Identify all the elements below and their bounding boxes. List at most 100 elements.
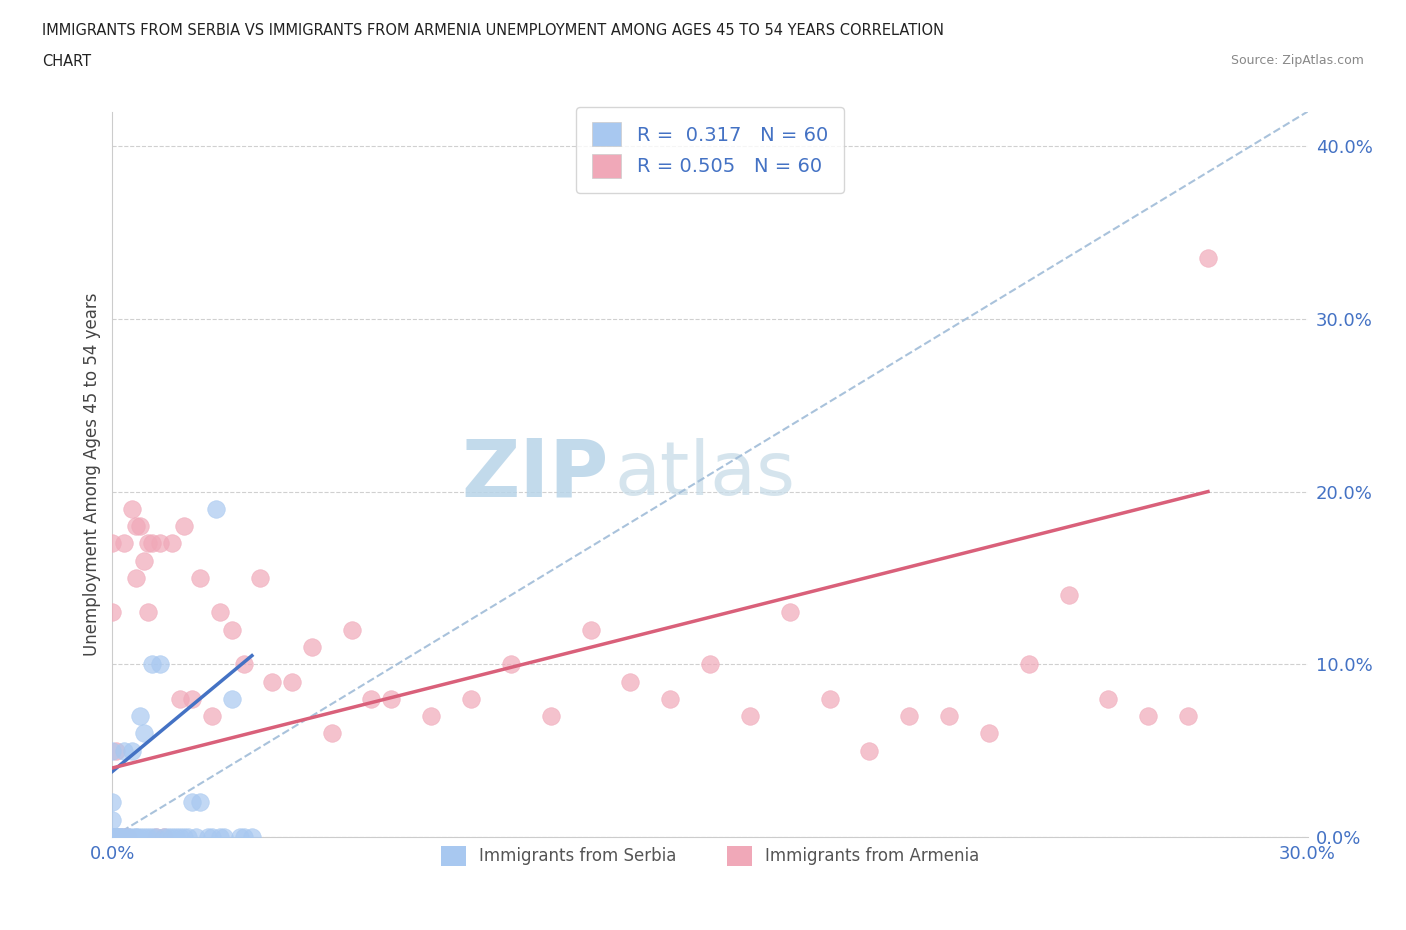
Point [169, 691, 191, 706]
Point [110, 830, 132, 844]
Point [110, 830, 132, 844]
Point [101, 830, 124, 844]
Point [540, 709, 562, 724]
Point [858, 743, 880, 758]
Point [240, 830, 263, 844]
Legend: Immigrants from Serbia, Immigrants from Armenia: Immigrants from Serbia, Immigrants from … [427, 832, 993, 880]
Point [125, 830, 148, 844]
Point [105, 743, 128, 758]
Point [188, 795, 211, 810]
Point [101, 605, 124, 620]
Point [380, 691, 402, 706]
Point [209, 605, 232, 620]
Point [699, 657, 721, 671]
Point [125, 830, 148, 844]
Point [101, 830, 124, 844]
Point [181, 795, 204, 810]
Point [114, 830, 135, 844]
Point [1137, 709, 1160, 724]
Point [129, 830, 152, 844]
Point [157, 830, 180, 844]
Point [101, 830, 124, 844]
Point [1057, 588, 1080, 603]
Point [186, 830, 208, 844]
Point [420, 709, 443, 724]
Point [188, 570, 211, 585]
Point [201, 709, 224, 724]
Point [101, 830, 124, 844]
Point [101, 795, 124, 810]
Point [153, 830, 176, 844]
Point [1018, 657, 1040, 671]
Point [209, 830, 232, 844]
Point [101, 830, 124, 844]
Text: IMMIGRANTS FROM SERBIA VS IMMIGRANTS FROM ARMENIA UNEMPLOYMENT AMONG AGES 45 TO : IMMIGRANTS FROM SERBIA VS IMMIGRANTS FRO… [42, 23, 945, 38]
Point [229, 830, 252, 844]
Point [212, 830, 235, 844]
Text: ZIP: ZIP [461, 435, 609, 513]
Point [114, 830, 135, 844]
Point [162, 830, 183, 844]
Point [105, 830, 128, 844]
Point [221, 622, 243, 637]
Point [169, 830, 191, 844]
Point [101, 830, 124, 844]
Point [129, 519, 152, 534]
Point [499, 657, 522, 671]
Point [101, 830, 124, 844]
Point [141, 830, 163, 844]
Point [101, 830, 124, 844]
Point [145, 830, 167, 844]
Point [105, 830, 128, 844]
Point [201, 830, 224, 844]
Point [125, 570, 148, 585]
Point [579, 622, 602, 637]
Point [121, 743, 143, 758]
Point [134, 553, 156, 568]
Point [138, 605, 160, 620]
Point [340, 622, 363, 637]
Point [110, 830, 132, 844]
Point [619, 674, 641, 689]
Point [818, 691, 841, 706]
Point [105, 830, 128, 844]
Point [121, 501, 143, 516]
Point [110, 830, 132, 844]
Point [141, 536, 163, 551]
Point [301, 640, 323, 655]
Point [177, 830, 200, 844]
Point [125, 519, 148, 534]
Point [221, 691, 243, 706]
Point [249, 570, 271, 585]
Point [114, 536, 135, 551]
Point [117, 830, 139, 844]
Point [117, 830, 139, 844]
Point [281, 674, 304, 689]
Text: CHART: CHART [42, 54, 91, 69]
Point [173, 519, 195, 534]
Point [101, 536, 124, 551]
Point [105, 830, 128, 844]
Point [1177, 709, 1199, 724]
Point [938, 709, 960, 724]
Text: Source: ZipAtlas.com: Source: ZipAtlas.com [1230, 54, 1364, 67]
Point [360, 691, 382, 706]
Point [149, 657, 172, 671]
Point [977, 726, 1000, 741]
Point [173, 830, 195, 844]
Y-axis label: Unemployment Among Ages 45 to 54 years: Unemployment Among Ages 45 to 54 years [83, 293, 101, 656]
Point [101, 812, 124, 827]
Point [197, 830, 219, 844]
Point [738, 709, 761, 724]
Point [101, 830, 124, 844]
Point [129, 709, 152, 724]
Point [898, 709, 921, 724]
Point [101, 830, 124, 844]
Point [659, 691, 682, 706]
Point [101, 830, 124, 844]
Point [121, 830, 143, 844]
Point [141, 657, 163, 671]
Point [1197, 251, 1219, 266]
Point [134, 726, 156, 741]
Point [153, 830, 176, 844]
